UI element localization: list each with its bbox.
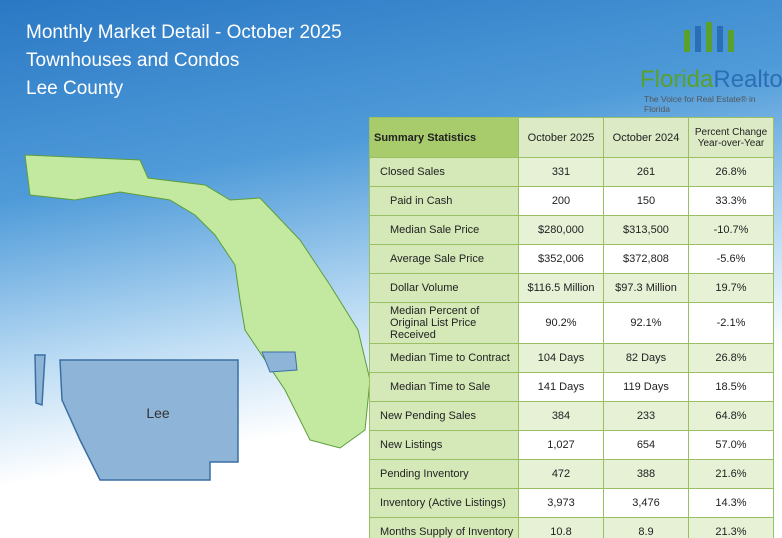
table-cell: Median Sale Price xyxy=(369,215,519,245)
table-cell: 3,973 xyxy=(518,488,604,518)
table-cell: 57.0% xyxy=(688,430,774,460)
logo-name: FloridaRealtors® xyxy=(640,66,782,94)
table-cell: $116.5 Million xyxy=(518,273,604,303)
map-label: Lee xyxy=(146,405,170,421)
table-cell: Median Percent of Original List Price Re… xyxy=(369,302,519,344)
table-cell: Months Supply of Inventory xyxy=(369,517,519,538)
table-row: Median Percent of Original List Price Re… xyxy=(369,302,775,344)
table-cell: 18.5% xyxy=(688,372,774,402)
region: Lee County xyxy=(26,78,124,99)
table-cell: 104 Days xyxy=(518,343,604,373)
logo-icon xyxy=(684,22,734,52)
table-cell: 8.9 xyxy=(603,517,689,538)
logo-part: Florida xyxy=(640,66,714,93)
table-cell: 1,027 xyxy=(518,430,604,460)
table-cell: 92.1% xyxy=(603,302,689,344)
subtitle: Townhouses and Condos xyxy=(26,50,240,71)
table-cell: Average Sale Price xyxy=(369,244,519,274)
table-row: New Listings 1,027 654 57.0% xyxy=(369,430,775,460)
table-cell: 10.8 xyxy=(518,517,604,538)
table-cell: Dollar Volume xyxy=(369,273,519,303)
table-cell: Median Time to Sale xyxy=(369,372,519,402)
table-cell: 388 xyxy=(603,459,689,489)
table-cell: 21.3% xyxy=(688,517,774,538)
table-row: Paid in Cash 200 150 33.3% xyxy=(369,186,775,216)
table-cell: Closed Sales xyxy=(369,157,519,187)
table-cell: 233 xyxy=(603,401,689,431)
table-cell: 472 xyxy=(518,459,604,489)
header-cell: Percent Change Year-over-Year xyxy=(688,117,774,158)
table-cell: $352,006 xyxy=(518,244,604,274)
title: Monthly Market Detail - October 2025 xyxy=(26,22,342,43)
table-row: Pending Inventory 472 388 21.6% xyxy=(369,459,775,489)
table-row: Inventory (Active Listings) 3,973 3,476 14.… xyxy=(369,488,775,518)
header-cell: Summary Statistics xyxy=(369,117,519,158)
summary-table: Summary Statistics October 2025 October 20… xyxy=(369,117,775,538)
table-cell: 200 xyxy=(518,186,604,216)
table-row: New Pending Sales 384 233 64.8% xyxy=(369,401,775,431)
table-cell: Paid in Cash xyxy=(369,186,519,216)
table-cell: $97.3 Million xyxy=(603,273,689,303)
table-row: Closed Sales 331 261 26.8% xyxy=(369,157,775,187)
table-cell: 26.8% xyxy=(688,343,774,373)
logo-tagline: The Voice for Real Estate® in Florida xyxy=(644,94,756,114)
logo-part: Realtors xyxy=(713,66,782,93)
table-cell: -5.6% xyxy=(688,244,774,274)
lee-inset xyxy=(34,354,239,481)
table-cell: -2.1% xyxy=(688,302,774,344)
table-row: Average Sale Price $352,006 $372,808 -5.6% xyxy=(369,244,775,274)
table-cell: 119 Days xyxy=(603,372,689,402)
table-cell: New Pending Sales xyxy=(369,401,519,431)
table-cell: Median Time to Contract xyxy=(369,343,519,373)
table-cell: 384 xyxy=(518,401,604,431)
header-row: Summary Statistics October 2025 October 20… xyxy=(369,117,775,158)
table-row: Median Time to Contract 104 Days 82 Days 26… xyxy=(369,343,775,373)
table-cell: New Listings xyxy=(369,430,519,460)
table-cell: $280,000 xyxy=(518,215,604,245)
header-cell: October 2025 xyxy=(518,117,604,158)
table-cell: Pending Inventory xyxy=(369,459,519,489)
table-cell: Inventory (Active Listings) xyxy=(369,488,519,518)
table-cell: 654 xyxy=(603,430,689,460)
table-cell: $313,500 xyxy=(603,215,689,245)
table-cell: 261 xyxy=(603,157,689,187)
table-cell: 33.3% xyxy=(688,186,774,216)
table-cell: 64.8% xyxy=(688,401,774,431)
table-cell: 331 xyxy=(518,157,604,187)
table-cell: 3,476 xyxy=(603,488,689,518)
table-row: Dollar Volume $116.5 Million $97.3 Million… xyxy=(369,273,775,303)
table-cell: 141 Days xyxy=(518,372,604,402)
table-row: Median Sale Price $280,000 $313,500 -10.7% xyxy=(369,215,775,245)
table-cell: 150 xyxy=(603,186,689,216)
table-cell: 14.3% xyxy=(688,488,774,518)
table-cell: $372,808 xyxy=(603,244,689,274)
table-cell: 26.8% xyxy=(688,157,774,187)
table-cell: 82 Days xyxy=(603,343,689,373)
lee-highlight xyxy=(261,351,298,373)
table-cell: 19.7% xyxy=(688,273,774,303)
table-cell: 21.6% xyxy=(688,459,774,489)
florida-map xyxy=(24,154,371,449)
table-cell: 90.2% xyxy=(518,302,604,344)
table-cell: -10.7% xyxy=(688,215,774,245)
table-row: Months Supply of Inventory 10.8 8.9 21.3% xyxy=(369,517,775,538)
table-row: Median Time to Sale 141 Days 119 Days 18.5% xyxy=(369,372,775,402)
header-cell: October 2024 xyxy=(603,117,689,158)
